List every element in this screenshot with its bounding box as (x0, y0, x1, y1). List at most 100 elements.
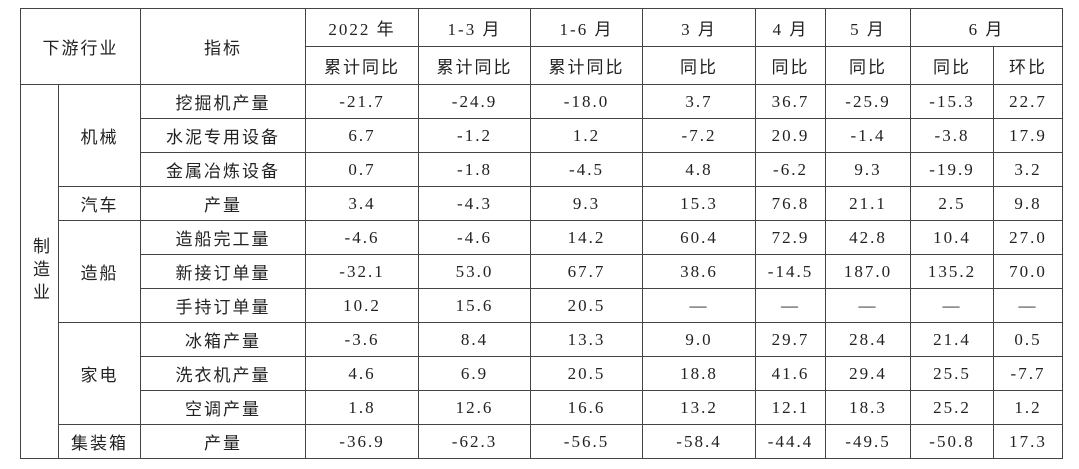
value-cell: 8.4 (418, 322, 531, 357)
table-row: 造船 造船完工量 -4.6 -4.6 14.2 60.4 72.9 42.8 10.4 27.0 (21, 220, 1063, 323)
indicator-cell: 产量 (140, 186, 306, 221)
header-subcell: 累计同比 (305, 46, 419, 85)
value-cell: 1.2 (530, 118, 643, 153)
value-cell: 72.9 (755, 220, 826, 255)
value-cell: — (642, 288, 756, 323)
value-cell: -15.3 (910, 84, 994, 119)
industry-cell: 家电 (58, 322, 141, 425)
value-cell: 17.3 (993, 424, 1063, 459)
value-cell: -14.5 (755, 254, 826, 289)
table-row: 空调产量 1.8 12.6 16.6 13.2 12.1 18.3 25.2 1.2 (21, 390, 1063, 425)
header-subcell: 同比 (910, 46, 994, 85)
value-cell: 15.3 (642, 186, 756, 221)
value-cell: 18.8 (642, 356, 756, 391)
value-cell: 9.0 (642, 322, 756, 357)
header-cell: 1-6 月 (530, 8, 643, 47)
indicator-cell: 造船完工量 (140, 220, 306, 255)
value-cell: 9.3 (825, 152, 911, 187)
value-cell: -25.9 (825, 84, 911, 119)
value-cell: -1.2 (418, 118, 531, 153)
value-cell: -18.0 (530, 84, 643, 119)
table-row: 汽车 产量 3.4 -4.3 9.3 15.3 76.8 21.1 2.5 9.8 (21, 186, 1063, 221)
value-cell: 60.4 (642, 220, 756, 255)
header-cell: 2022 年 (305, 8, 419, 47)
value-cell: -4.3 (418, 186, 531, 221)
value-cell: -49.5 (825, 424, 911, 459)
value-cell: — (993, 288, 1063, 323)
value-cell: 2.5 (910, 186, 994, 221)
value-cell: -50.8 (910, 424, 994, 459)
industry-cell: 汽车 (58, 186, 141, 221)
header-cell: 3 月 (642, 8, 756, 47)
header-cell: 4 月 (755, 8, 826, 47)
value-cell: -4.5 (530, 152, 643, 187)
value-cell: 1.8 (305, 390, 419, 425)
table-row: 集装箱 产量 -36.9 -62.3 -56.5 -58.4 -44.4 -49.5 -50.8… (21, 424, 1063, 459)
value-cell: 20.5 (530, 356, 643, 391)
value-cell: 6.9 (418, 356, 531, 391)
value-cell: 42.8 (825, 220, 911, 255)
value-cell: 3.4 (305, 186, 419, 221)
indicator-cell: 空调产量 (140, 390, 306, 425)
table-row: 累计同比 累计同比 累计同比 同比 同比 同比 同比 环比 (21, 46, 1063, 85)
table-row: 家电 冰箱产量 -3.6 8.4 13.3 9.0 29.7 28.4 21.4 0.5 (21, 322, 1063, 425)
value-cell: 0.7 (305, 152, 419, 187)
value-cell: -58.4 (642, 424, 756, 459)
header-subcell: 累计同比 (530, 46, 643, 85)
value-cell: -3.6 (305, 322, 419, 357)
value-cell: 135.2 (910, 254, 994, 289)
value-cell: 13.3 (530, 322, 643, 357)
value-cell: 13.2 (642, 390, 756, 425)
table-row: 水泥专用设备 6.7 -1.2 1.2 -7.2 20.9 -1.4 -3.8 17.9 (21, 118, 1063, 153)
indicator-cell: 金属冶炼设备 (140, 152, 306, 187)
indicator-cell: 水泥专用设备 (140, 118, 306, 153)
value-cell: — (755, 288, 826, 323)
industry-cell: 机械 (58, 84, 141, 187)
value-cell: — (910, 288, 994, 323)
header-cell: 下游行业 (20, 8, 141, 85)
header-subcell: 同比 (755, 46, 826, 85)
value-cell: 21.1 (825, 186, 911, 221)
indicator-cell: 洗衣机产量 (140, 356, 306, 391)
value-cell: -1.4 (825, 118, 911, 153)
value-cell: 38.6 (642, 254, 756, 289)
value-cell: 3.7 (642, 84, 756, 119)
value-cell: 12.6 (418, 390, 531, 425)
indicator-cell: 产量 (140, 424, 306, 459)
header-subcell: 环比 (993, 46, 1063, 85)
value-cell: 76.8 (755, 186, 826, 221)
value-cell: -62.3 (418, 424, 531, 459)
value-cell: 27.0 (993, 220, 1063, 255)
indicator-cell: 冰箱产量 (140, 322, 306, 357)
value-cell: 25.2 (910, 390, 994, 425)
value-cell: -24.9 (418, 84, 531, 119)
value-cell: 10.4 (910, 220, 994, 255)
sector-cell: 制造业 (20, 84, 59, 459)
value-cell: 29.7 (755, 322, 826, 357)
value-cell: -19.9 (910, 152, 994, 187)
value-cell: 21.4 (910, 322, 994, 357)
value-cell: -44.4 (755, 424, 826, 459)
indicator-cell: 新接订单量 (140, 254, 306, 289)
industry-cell: 集装箱 (58, 424, 141, 459)
table-row: 手持订单量 10.2 15.6 20.5— — — — — (21, 288, 1063, 323)
value-cell: -21.7 (305, 84, 419, 119)
header-cell: 5 月 (825, 8, 911, 47)
header-cell: 1-3 月 (418, 8, 531, 47)
value-cell: 187.0 (825, 254, 911, 289)
indicator-cell: 挖掘机产量 (140, 84, 306, 119)
header-cell: 指标 (140, 8, 306, 85)
value-cell: 70.0 (993, 254, 1063, 289)
value-cell: 18.3 (825, 390, 911, 425)
industry-cell: 造船 (58, 220, 141, 323)
value-cell: 29.4 (825, 356, 911, 391)
value-cell: 10.2 (305, 288, 419, 323)
value-cell: -3.8 (910, 118, 994, 153)
table-row: 洗衣机产量 4.6 6.9 20.5 18.8 41.6 29.4 25.5 -7.7 (21, 356, 1063, 391)
value-cell: 3.2 (993, 152, 1063, 187)
value-cell: 9.3 (530, 186, 643, 221)
value-cell: -6.2 (755, 152, 826, 187)
value-cell: 25.5 (910, 356, 994, 391)
table-row: 制造业 机械 挖掘机产量 -21.7 -24.9 -18.0 3.7 36.7 -25.9 -15… (20, 84, 1063, 459)
value-cell: -1.8 (418, 152, 531, 187)
